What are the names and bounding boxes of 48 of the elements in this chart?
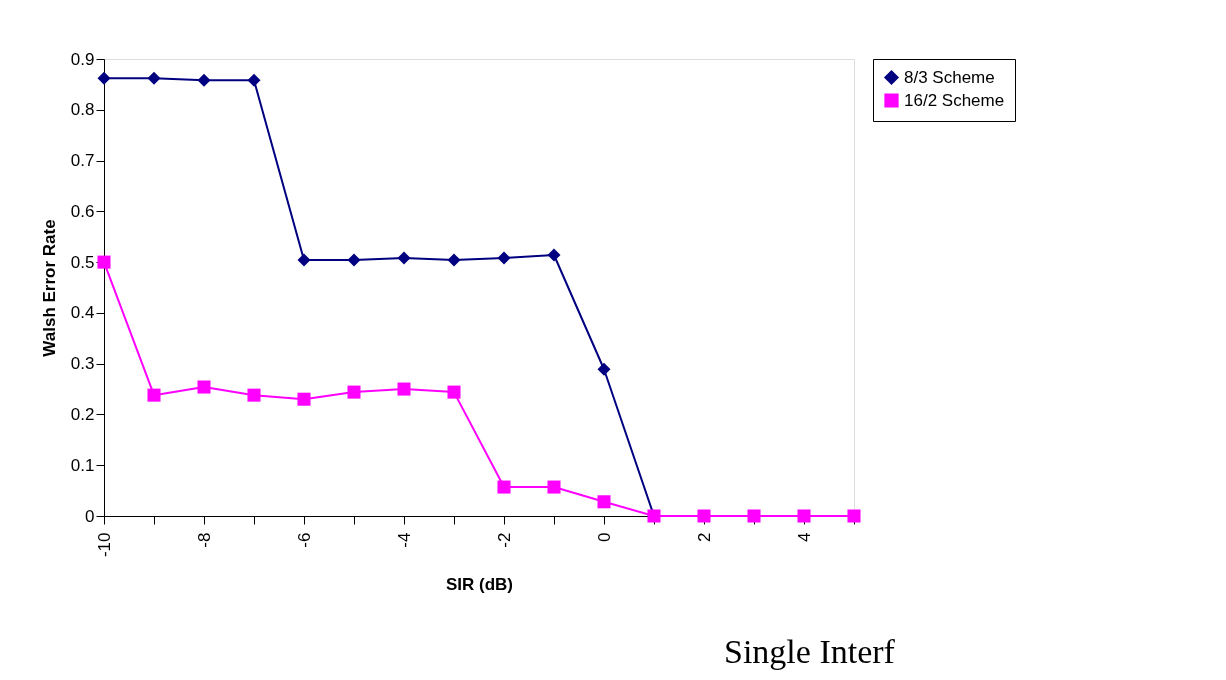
point [247, 388, 261, 402]
text: Single Interf [724, 633, 896, 670]
y-tick-label: 0.2 [70, 404, 95, 424]
x-axis-title: SIR (dB) [445, 575, 514, 595]
point [147, 71, 161, 85]
y-tick-label: 0 [85, 506, 95, 526]
x-tick-label: 4 [794, 532, 814, 542]
legend-label: 8/3 Scheme [904, 67, 995, 87]
point [597, 362, 611, 376]
point [197, 73, 211, 87]
y-tick-label: 0.1 [70, 455, 95, 475]
x-tick-label: -4 [394, 532, 414, 548]
x-tick-label: -8 [194, 532, 214, 548]
point [547, 480, 561, 494]
y-tick-label: 0.4 [70, 303, 95, 323]
y-tick-label: 0.5 [70, 252, 95, 272]
x-tick-label: 2 [694, 532, 714, 542]
x-tick-label: -10 [94, 532, 114, 558]
legend-label: 16/2 Scheme [904, 90, 1005, 110]
point [197, 380, 211, 394]
point [247, 73, 261, 87]
x-tick-label: -2 [494, 532, 514, 548]
y-tick-label: 0.3 [70, 354, 95, 374]
y-tick-label: 0.8 [70, 100, 95, 120]
point [397, 251, 411, 265]
point [697, 509, 711, 523]
y-tick-label: 0.6 [70, 201, 95, 221]
point [497, 480, 511, 494]
point [397, 382, 411, 396]
y-tick-label: 0.9 [70, 49, 95, 69]
x-tick-label: -6 [294, 532, 314, 548]
y-axis-title: Walsh Error Rate [39, 219, 59, 357]
point [497, 251, 511, 265]
point [297, 253, 311, 267]
point [297, 392, 311, 406]
point [147, 388, 161, 402]
point [447, 253, 461, 267]
point [547, 248, 561, 262]
point [347, 253, 361, 267]
point [97, 255, 111, 269]
point [797, 509, 811, 523]
point [347, 385, 361, 399]
point [597, 495, 611, 509]
point [97, 71, 111, 85]
x-tick-label: 0 [594, 532, 614, 542]
y-tick-label: 0.7 [70, 151, 95, 171]
point [447, 385, 461, 399]
point [747, 509, 761, 523]
